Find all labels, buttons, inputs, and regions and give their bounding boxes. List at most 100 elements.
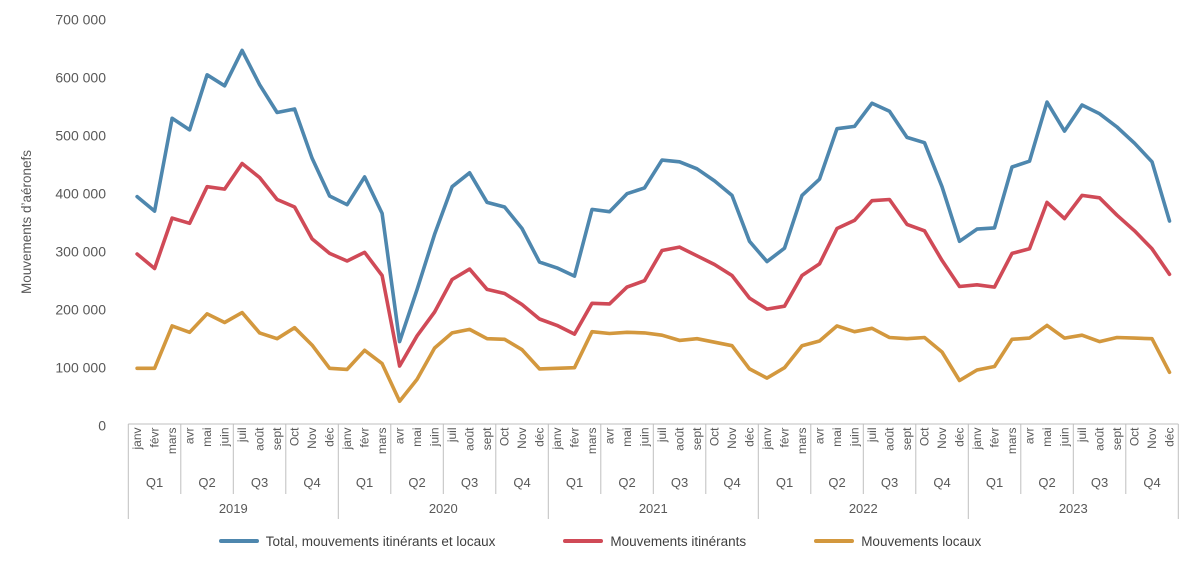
month-label: août bbox=[253, 427, 267, 451]
quarter-label: Q4 bbox=[933, 475, 950, 490]
month-label: juin bbox=[218, 428, 232, 448]
month-label: avr bbox=[183, 427, 197, 444]
quarter-label: Q3 bbox=[1091, 475, 1108, 490]
quarter-label: Q4 bbox=[303, 475, 320, 490]
month-label: août bbox=[463, 427, 477, 451]
series-line-2 bbox=[135, 310, 1172, 404]
month-label: juin bbox=[638, 428, 652, 448]
quarter-label: Q1 bbox=[356, 475, 373, 490]
month-label: juil bbox=[445, 428, 459, 444]
quarter-label: Q2 bbox=[618, 475, 635, 490]
legend-swatch-locaux bbox=[814, 539, 855, 543]
month-label: mai bbox=[620, 428, 634, 447]
y-tick-label: 500 000 bbox=[55, 128, 106, 144]
month-label: sept bbox=[690, 427, 704, 450]
month-label: févr bbox=[988, 428, 1002, 448]
month-label: Oct bbox=[288, 427, 302, 446]
month-label: janv bbox=[760, 428, 774, 451]
month-label: févr bbox=[568, 428, 582, 448]
month-label: juil bbox=[1075, 428, 1089, 444]
month-label: Nov bbox=[515, 428, 529, 449]
month-label: déc bbox=[953, 428, 967, 447]
quarter-label: Q2 bbox=[408, 475, 425, 490]
year-label: 2023 bbox=[1059, 501, 1088, 516]
month-label: Oct bbox=[1128, 427, 1142, 446]
month-label: Oct bbox=[708, 427, 722, 446]
month-label: mai bbox=[1040, 428, 1054, 447]
month-label: Nov bbox=[1145, 428, 1159, 449]
quarter-label: Q3 bbox=[461, 475, 478, 490]
y-tick-label: 400 000 bbox=[55, 186, 106, 202]
month-label: sept bbox=[900, 427, 914, 450]
month-label: déc bbox=[1163, 428, 1177, 447]
series-line-0 bbox=[135, 48, 1172, 344]
legend-label-locaux: Mouvements locaux bbox=[861, 533, 982, 549]
month-label: janv bbox=[130, 428, 144, 451]
month-label: juil bbox=[235, 428, 249, 444]
month-label: mars bbox=[585, 428, 599, 455]
month-label: mars bbox=[1005, 428, 1019, 455]
legend-label-itinerants: Mouvements itinérants bbox=[610, 533, 747, 549]
month-label: févr bbox=[148, 428, 162, 448]
month-label: juin bbox=[428, 428, 442, 448]
month-label: janv bbox=[550, 428, 564, 451]
legend-item-locaux: Mouvements locaux bbox=[814, 534, 981, 549]
y-tick-label: 700 000 bbox=[55, 12, 106, 28]
month-label: août bbox=[673, 427, 687, 451]
y-axis-title: Mouvements d’aéronefs bbox=[19, 150, 34, 294]
quarter-label: Q2 bbox=[198, 475, 215, 490]
month-label: août bbox=[883, 427, 897, 451]
month-label: Nov bbox=[725, 428, 739, 449]
month-label: juil bbox=[655, 428, 669, 444]
month-label: avr bbox=[813, 427, 827, 444]
month-label: mars bbox=[795, 428, 809, 455]
month-label: Oct bbox=[498, 427, 512, 446]
quarter-label: Q1 bbox=[146, 475, 163, 490]
month-label: déc bbox=[743, 428, 757, 447]
month-label: févr bbox=[358, 428, 372, 448]
month-label: févr bbox=[778, 428, 792, 448]
month-label: sept bbox=[480, 427, 494, 450]
quarter-label: Q3 bbox=[251, 475, 268, 490]
quarter-label: Q4 bbox=[1143, 475, 1160, 490]
month-label: déc bbox=[533, 428, 547, 447]
month-label: juin bbox=[1058, 428, 1072, 448]
month-label: Nov bbox=[935, 428, 949, 449]
month-label: janv bbox=[970, 428, 984, 451]
month-label: Nov bbox=[305, 428, 319, 449]
month-label: mai bbox=[830, 428, 844, 447]
quarter-label: Q3 bbox=[671, 475, 688, 490]
month-label: sept bbox=[270, 427, 284, 450]
quarter-label: Q3 bbox=[881, 475, 898, 490]
legend-swatch-itinerants bbox=[563, 539, 604, 543]
month-label: août bbox=[1093, 427, 1107, 451]
month-label: mars bbox=[375, 428, 389, 455]
quarter-label: Q1 bbox=[566, 475, 583, 490]
year-label: 2019 bbox=[219, 501, 248, 516]
y-tick-label: 0 bbox=[98, 418, 106, 434]
month-label: avr bbox=[393, 427, 407, 444]
year-label: 2020 bbox=[429, 501, 458, 516]
month-label: juil bbox=[865, 428, 879, 444]
legend-item-itinerants: Mouvements itinérants bbox=[563, 534, 746, 549]
legend-label-total: Total, mouvements itinérants et locaux bbox=[265, 533, 496, 549]
month-label: juin bbox=[848, 428, 862, 448]
year-label: 2021 bbox=[639, 501, 668, 516]
month-label: sept bbox=[1110, 427, 1124, 450]
quarter-label: Q2 bbox=[1038, 475, 1055, 490]
y-tick-label: 200 000 bbox=[55, 302, 106, 318]
month-label: Oct bbox=[918, 427, 932, 446]
quarter-label: Q1 bbox=[776, 475, 793, 490]
month-label: mars bbox=[165, 428, 179, 455]
y-tick-label: 100 000 bbox=[55, 360, 106, 376]
month-label: avr bbox=[603, 427, 617, 444]
quarter-label: Q4 bbox=[723, 475, 740, 490]
legend-swatch-total bbox=[218, 539, 259, 543]
y-tick-label: 300 000 bbox=[55, 244, 106, 260]
legend-item-total: Total, mouvements itinérants et locaux bbox=[218, 533, 496, 549]
quarter-label: Q2 bbox=[828, 475, 845, 490]
quarter-label: Q1 bbox=[986, 475, 1003, 490]
chart-legend: Total, mouvements itinérants et locaux M… bbox=[0, 528, 1200, 554]
